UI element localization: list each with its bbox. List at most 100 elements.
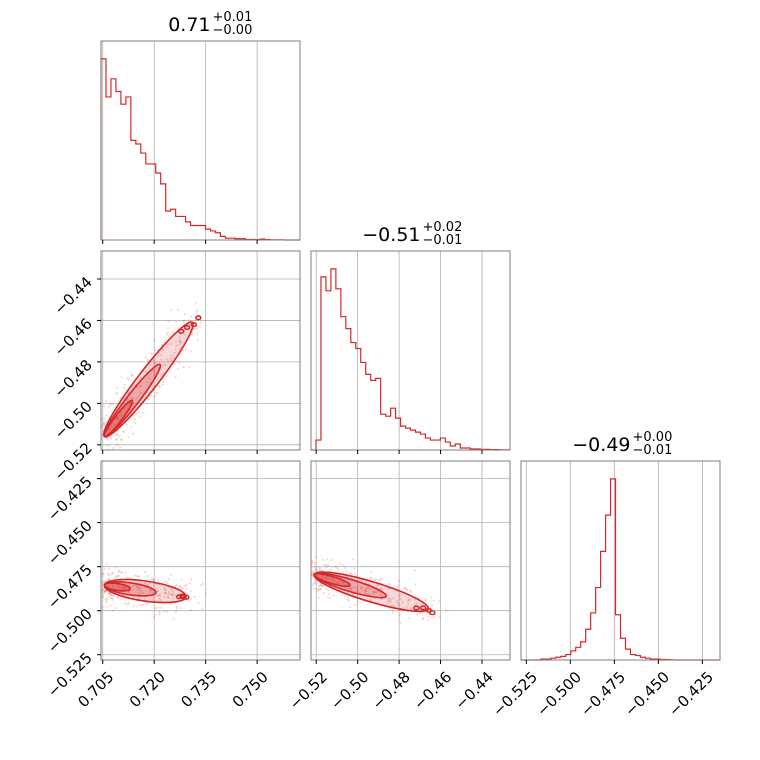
- scatter-point: [192, 330, 195, 333]
- scatter-point: [110, 438, 113, 441]
- scatter-point: [191, 332, 194, 335]
- scatter-point: [370, 570, 373, 573]
- scatter-point: [401, 600, 404, 604]
- scatter-point: [321, 558, 325, 562]
- scatter-point: [116, 415, 119, 419]
- scatter-point: [197, 601, 200, 604]
- scatter-point: [101, 433, 104, 436]
- scatter-point: [165, 333, 169, 336]
- scatter-point: [102, 572, 105, 575]
- scatter-point: [148, 582, 152, 585]
- scatter-point: [114, 432, 117, 435]
- scatter-point: [116, 417, 119, 420]
- title-param-1: 0.71 +0.01−0.00: [168, 10, 252, 38]
- scatter-point: [173, 351, 176, 355]
- scatter-point: [85, 587, 87, 589]
- scatter-point: [366, 587, 369, 590]
- scatter-point: [101, 596, 104, 599]
- scatter-point: [193, 595, 196, 599]
- scatter-point: [432, 599, 435, 602]
- scatter-point: [111, 403, 114, 406]
- scatter-point: [131, 374, 134, 377]
- title-value: −0.49: [572, 434, 630, 456]
- scatter-point: [141, 411, 144, 415]
- scatter-point: [92, 414, 94, 416]
- scatter-point: [380, 598, 383, 601]
- scatter-point: [314, 561, 317, 565]
- scatter-point: [317, 584, 321, 587]
- scatter-point: [169, 602, 172, 605]
- x-tick-label: −0.425: [665, 668, 717, 720]
- scatter-point: [116, 574, 120, 578]
- scatter-point: [355, 574, 358, 577]
- scatter-point: [319, 588, 322, 591]
- scatter-point: [105, 437, 108, 440]
- scatter-point: [346, 583, 350, 586]
- title-minus: −0.01: [423, 233, 463, 248]
- scatter-point: [416, 613, 419, 616]
- scatter-point: [96, 592, 98, 594]
- scatter-point: [169, 342, 173, 346]
- scatter-point: [135, 584, 138, 587]
- scatter-point: [314, 582, 317, 585]
- panel-2d-3: [311, 555, 448, 625]
- scatter-point: [126, 376, 129, 380]
- scatter-point: [311, 575, 314, 578]
- scatter-point: [318, 566, 321, 570]
- scatter-point: [338, 562, 342, 565]
- scatter-point: [353, 572, 356, 575]
- scatter-point: [139, 587, 143, 590]
- scatter-point: [364, 588, 367, 591]
- scatter-point: [158, 611, 161, 614]
- scatter-point: [399, 621, 402, 625]
- scatter-point: [117, 569, 120, 572]
- scatter-point: [376, 584, 379, 587]
- scatter-point: [167, 578, 171, 581]
- scatter-point: [352, 567, 355, 570]
- scatter-point: [130, 373, 133, 376]
- scatter-point: [107, 597, 110, 600]
- scatter-point: [174, 375, 177, 378]
- scatter-point: [112, 595, 115, 598]
- scatter-point: [172, 592, 175, 596]
- scatter-point: [155, 587, 158, 590]
- scatter-point: [373, 578, 376, 581]
- scatter-point: [320, 575, 324, 578]
- scatter-point: [414, 583, 417, 586]
- scatter-point: [387, 597, 390, 600]
- scatter-point: [130, 426, 133, 429]
- contour-island: [178, 328, 185, 334]
- scatter-point: [368, 582, 371, 586]
- scatter-point: [97, 411, 99, 413]
- scatter-point: [159, 599, 162, 602]
- scatter-point: [188, 319, 191, 322]
- scatter-point: [164, 580, 167, 583]
- scatter-point: [438, 600, 441, 603]
- scatter-point: [188, 323, 191, 326]
- scatter-point: [119, 438, 122, 441]
- scatter-point: [136, 586, 139, 589]
- scatter-point: [430, 604, 434, 607]
- scatter-point: [164, 364, 167, 367]
- scatter-point: [321, 576, 324, 580]
- scatter-point: [347, 599, 351, 602]
- scatter-point: [311, 573, 314, 576]
- scatter-point: [116, 433, 119, 436]
- scatter-point: [105, 600, 108, 604]
- scatter-point: [131, 386, 134, 389]
- scatter-point: [150, 577, 153, 581]
- scatter-point: [331, 576, 334, 580]
- scatter-point: [393, 586, 396, 589]
- scatter-point: [408, 598, 411, 601]
- title-minus: −0.00: [213, 23, 253, 38]
- scatter-point: [398, 604, 401, 607]
- contour-level-3: [103, 582, 131, 592]
- scatter-point: [167, 592, 170, 596]
- scatter-point: [138, 415, 141, 418]
- scatter-point: [101, 579, 104, 583]
- contour-island: [413, 605, 420, 611]
- scatter-point: [325, 575, 328, 578]
- scatter-point: [374, 578, 377, 581]
- scatter-point: [315, 568, 318, 571]
- scatter-point: [150, 352, 153, 355]
